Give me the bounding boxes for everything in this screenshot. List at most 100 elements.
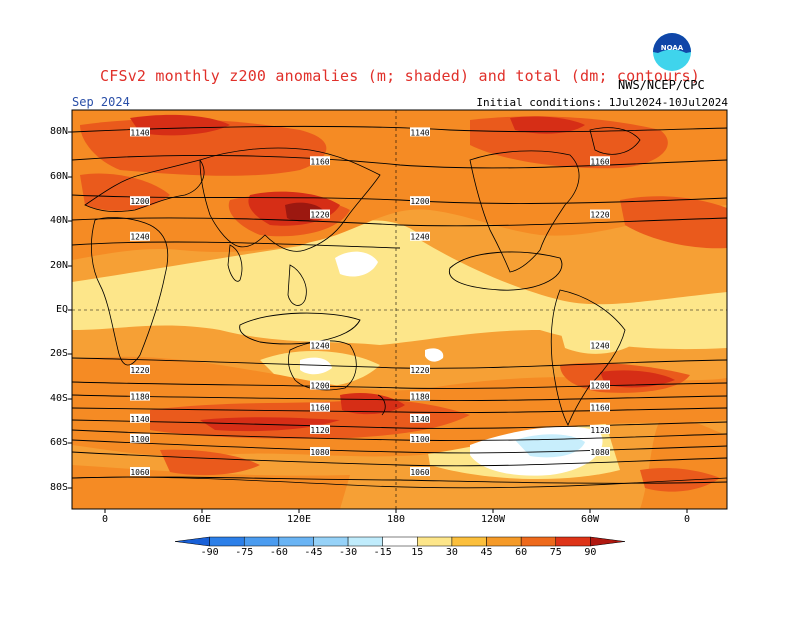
contour-label: 1100 (130, 433, 150, 444)
contour-label: 1120 (590, 424, 610, 435)
coast-southamerica (550, 289, 626, 426)
shading-intense-north (130, 114, 230, 136)
contour-1080-s (72, 451, 727, 467)
lon-label-60w: 60W (580, 514, 600, 525)
contour-label-box (410, 231, 430, 241)
contour-label: 1200 (410, 196, 430, 206)
lat-label-60s: 60S (49, 437, 68, 448)
contour-label-box (590, 447, 610, 457)
shading-white-pac2 (425, 348, 444, 362)
colorbar-segment (417, 536, 453, 547)
contour-label-text: 1180 (130, 393, 149, 402)
shading-light-tropics (72, 231, 727, 350)
noaa-logo-icon: NOAA (653, 33, 691, 71)
shading-intense-nz (340, 393, 405, 415)
contour-label-text: 1180 (410, 393, 429, 402)
contour-label: 1220 (590, 209, 610, 220)
contour-label-box (590, 402, 610, 412)
contour-label: 1140 (410, 127, 430, 137)
contour-label-box (130, 196, 150, 206)
contour-label-box (130, 467, 150, 477)
lat-label-eq: EQ (55, 304, 68, 315)
contour-1180-s (72, 394, 727, 401)
contour-1220-n (72, 217, 727, 227)
coast-northamerica (469, 150, 580, 273)
lon-label-60e: 60E (192, 514, 212, 525)
contour-label-text: 1240 (310, 342, 329, 351)
contour-label-box (410, 467, 430, 477)
contour-label: 1160 (310, 402, 330, 413)
shading-white-pacific (335, 251, 378, 277)
contour-label-box (410, 196, 430, 206)
contour-label-box (310, 156, 330, 166)
contour-lines (72, 125, 727, 484)
contour-label-text: 1100 (130, 435, 149, 444)
coast-nz (377, 394, 386, 416)
contour-1100-s (72, 439, 727, 454)
contour-label-box (590, 424, 610, 434)
lat-label-40n: 40N (49, 215, 68, 226)
lon-label-120e: 120E (286, 514, 312, 525)
contour-label: 1240 (310, 340, 330, 351)
contour-label-box (310, 380, 330, 390)
contour-label: 1180 (130, 391, 150, 402)
contour-label: 1080 (590, 447, 610, 457)
coast-asia (199, 147, 381, 252)
contour-label: 1100 (410, 433, 430, 444)
lat-label-40s: 40S (49, 393, 68, 404)
contour-1160-n (72, 154, 727, 169)
contour-label: 1240 (130, 231, 150, 242)
lon-label-120w: 120W (480, 514, 506, 525)
lat-label-80n: 80N (49, 126, 68, 137)
contour-label-box (310, 209, 330, 219)
shading-strong-sw (160, 449, 260, 476)
shading-strong-se (640, 467, 720, 492)
contour-label-box (130, 391, 150, 401)
colorbar-segment (590, 536, 626, 547)
colorbar-label: 45 (480, 547, 493, 558)
colorbar-label: 30 (445, 547, 458, 558)
contour-label-text: 1060 (130, 468, 149, 477)
colorbar-segment (313, 536, 349, 547)
contour-label-text: 1140 (410, 128, 429, 137)
colorbar-segment (174, 536, 210, 547)
contour-1240-loop (448, 251, 563, 291)
axis-ticks (68, 131, 688, 513)
contour-label-box (410, 413, 430, 423)
contour-label-text: 1060 (410, 468, 429, 477)
contour-1060-s (72, 476, 727, 484)
colorbar-label: 60 (515, 547, 528, 558)
contour-1240-s (239, 312, 361, 345)
colorbar-label: 15 (411, 547, 424, 558)
reference-grid (72, 110, 727, 509)
coast-india (227, 244, 243, 282)
contour-label-box (130, 433, 150, 443)
contour-labels: 1140 1140 1160 1160 1200 1200 1220 1220 1240 1240… (130, 127, 610, 477)
contour-label: 1240 (410, 231, 430, 242)
coast-seasia (287, 264, 307, 306)
contour-label-text: 1080 (590, 448, 609, 457)
contour-label: 1160 (590, 402, 610, 413)
shading-intense-sa (600, 370, 675, 388)
contour-label-text: 1220 (410, 366, 429, 375)
forecast-period: Sep 2024 (72, 95, 130, 109)
contour-label-box (590, 209, 610, 219)
contour-label: 1140 (130, 127, 150, 137)
contour-label: 1160 (310, 156, 330, 166)
contour-label-box (310, 340, 330, 350)
contour-label-text: 1140 (130, 415, 149, 424)
colorbar-label: -15 (373, 547, 392, 558)
lon-label-0-left: 0 (101, 514, 109, 525)
contour-1220-s (72, 357, 727, 369)
contour-label-text: 1160 (310, 404, 329, 413)
contour-label-box (590, 156, 610, 166)
agency-label: NWS/NCEP/CPC (618, 78, 705, 92)
contour-label-text: 1160 (590, 404, 609, 413)
colorbar-segment (486, 536, 522, 547)
contour-label: 1120 (310, 424, 330, 435)
contour-label: 1180 (410, 391, 430, 402)
contour-1200-s (72, 381, 727, 389)
colorbar-segment (382, 536, 418, 547)
colorbar-label: -75 (235, 547, 254, 558)
